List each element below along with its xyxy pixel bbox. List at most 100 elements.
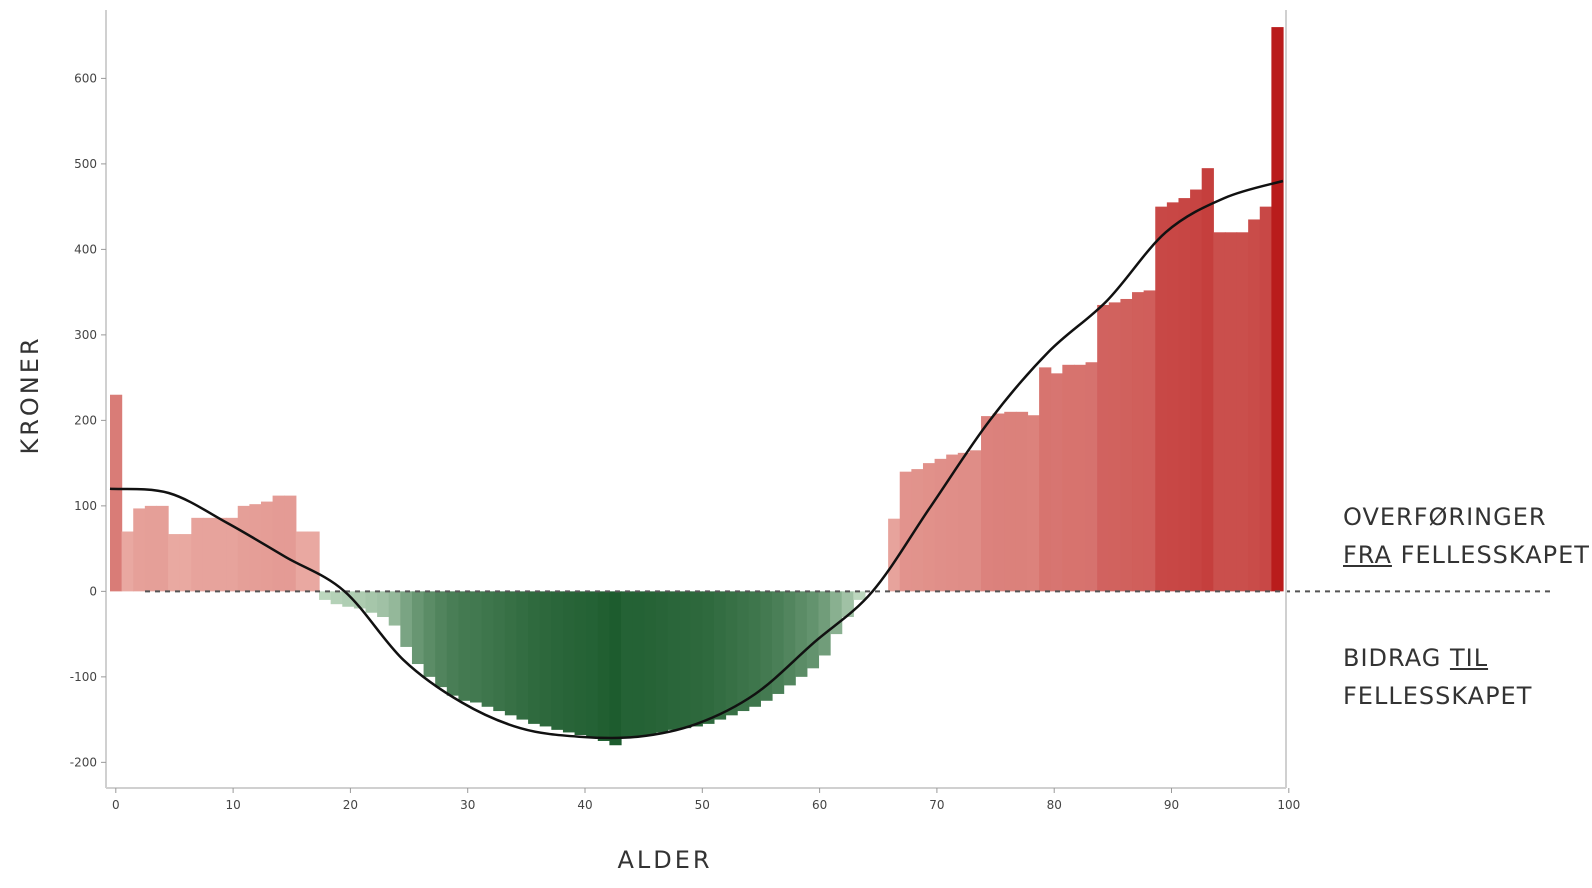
- bar-age-48: [667, 591, 680, 730]
- trend-line: [109, 179, 1284, 740]
- y-tick-label: 100: [74, 499, 97, 513]
- bar-age-16: [295, 531, 309, 592]
- bar-age-29: [446, 591, 460, 696]
- bar-age-25: [400, 591, 413, 647]
- bar-age-17: [307, 531, 320, 592]
- bar-age-24: [388, 591, 401, 626]
- bar-age-1: [121, 531, 134, 592]
- bar-age-93: [1190, 189, 1203, 592]
- bar-age-56: [760, 591, 773, 701]
- bar-age-15: [284, 495, 297, 592]
- bar-age-60: [806, 591, 820, 669]
- bar-age-77: [1004, 411, 1017, 592]
- bar-age-44: [621, 591, 634, 737]
- x-tick-label: 50: [695, 798, 710, 812]
- bar-age-54: [737, 591, 750, 712]
- bar-age-70: [922, 463, 936, 592]
- bar-age-73: [957, 452, 971, 592]
- bar-age-45: [632, 591, 645, 737]
- bar-age-64: [853, 591, 866, 600]
- y-tick-label: 300: [74, 328, 97, 342]
- bar-age-79: [1027, 415, 1040, 592]
- bar-age-53: [725, 591, 738, 716]
- bar-age-51: [702, 591, 715, 724]
- bar-age-74: [969, 450, 982, 592]
- bar-age-10: [226, 517, 239, 592]
- bar-age-37: [539, 591, 552, 727]
- bar-age-90: [1155, 206, 1168, 592]
- bar-age-81: [1050, 373, 1063, 592]
- bar-age-9: [214, 517, 227, 592]
- y-tick-label: 0: [89, 584, 97, 598]
- bar-age-41: [586, 591, 599, 737]
- bar-age-55: [748, 591, 761, 707]
- bar-age-78: [1015, 411, 1029, 592]
- x-tick-label: 10: [225, 798, 240, 812]
- bar-age-61: [818, 591, 831, 656]
- bar-age-89: [1143, 290, 1156, 592]
- bar-age-75: [981, 416, 994, 592]
- bar-age-3: [144, 505, 158, 592]
- annotation-transfers: OVERFØRINGER FRA FELLESSKAPET: [1343, 498, 1590, 574]
- annotation-fellesskapet-upper: FELLESSKAPET: [1391, 541, 1590, 569]
- bar-age-85: [1097, 304, 1110, 592]
- x-tick-label: 80: [1047, 798, 1062, 812]
- x-axis-title: ALDER: [617, 846, 712, 874]
- x-tick-label: 30: [460, 798, 475, 812]
- bar-age-83: [1073, 364, 1087, 592]
- bar-age-6: [179, 534, 192, 592]
- y-tick-label: -100: [70, 670, 97, 684]
- bar-age-94: [1201, 168, 1214, 592]
- bar-age-34: [504, 591, 518, 716]
- bar-age-35: [516, 591, 529, 720]
- bar-age-87: [1120, 298, 1133, 592]
- x-tick-label: 20: [343, 798, 358, 812]
- x-tick-label: 100: [1277, 798, 1300, 812]
- y-tick-label: 500: [74, 157, 97, 171]
- bar-age-52: [713, 591, 727, 720]
- bar-age-98: [1248, 219, 1261, 592]
- y-tick-label: 600: [74, 71, 97, 85]
- bar-age-39: [562, 591, 576, 733]
- x-tick-label: 0: [112, 798, 120, 812]
- bar-age-67: [888, 518, 901, 592]
- bar-age-4: [156, 505, 169, 592]
- annotation-til: TIL: [1449, 644, 1489, 672]
- bar-age-86: [1108, 302, 1121, 592]
- bar-age-42: [597, 591, 610, 741]
- bar-age-82: [1062, 364, 1075, 592]
- bar-age-8: [202, 517, 216, 592]
- bar-age-19: [330, 591, 343, 605]
- bar-age-2: [133, 508, 146, 592]
- bar-age-11: [237, 505, 250, 592]
- bar-age-50: [690, 591, 703, 727]
- y-axis-title: KRONER: [16, 335, 44, 454]
- bar-age-12: [249, 504, 262, 592]
- bar-age-18: [319, 591, 332, 600]
- bar-age-59: [795, 591, 808, 677]
- bar-age-47: [655, 591, 669, 733]
- annotation-contributions: BIDRAG TIL FELLESSKAPET: [1343, 639, 1532, 715]
- bar-age-22: [365, 591, 378, 613]
- annotation-transfers-line1: OVERFØRINGER: [1343, 503, 1547, 531]
- bar-age-5: [168, 534, 181, 592]
- bar-age-32: [481, 591, 494, 707]
- bar-age-31: [470, 591, 483, 703]
- bar-age-27: [423, 591, 436, 677]
- bar-age-80: [1039, 367, 1052, 592]
- bar-age-57: [771, 591, 785, 694]
- bar-age-95: [1213, 232, 1226, 592]
- y-tick-label: -200: [70, 755, 97, 769]
- x-tick-label: 40: [577, 798, 592, 812]
- bars-layer: [110, 27, 1284, 746]
- bar-age-7: [191, 517, 204, 592]
- bar-age-40: [574, 591, 587, 735]
- bar-age-43: [609, 591, 622, 746]
- bar-age-58: [783, 591, 796, 686]
- bar-age-20: [342, 591, 355, 607]
- bar-age-26: [411, 591, 425, 665]
- x-tick-label: 70: [929, 798, 944, 812]
- bar-age-71: [934, 458, 947, 592]
- bar-age-92: [1178, 198, 1191, 592]
